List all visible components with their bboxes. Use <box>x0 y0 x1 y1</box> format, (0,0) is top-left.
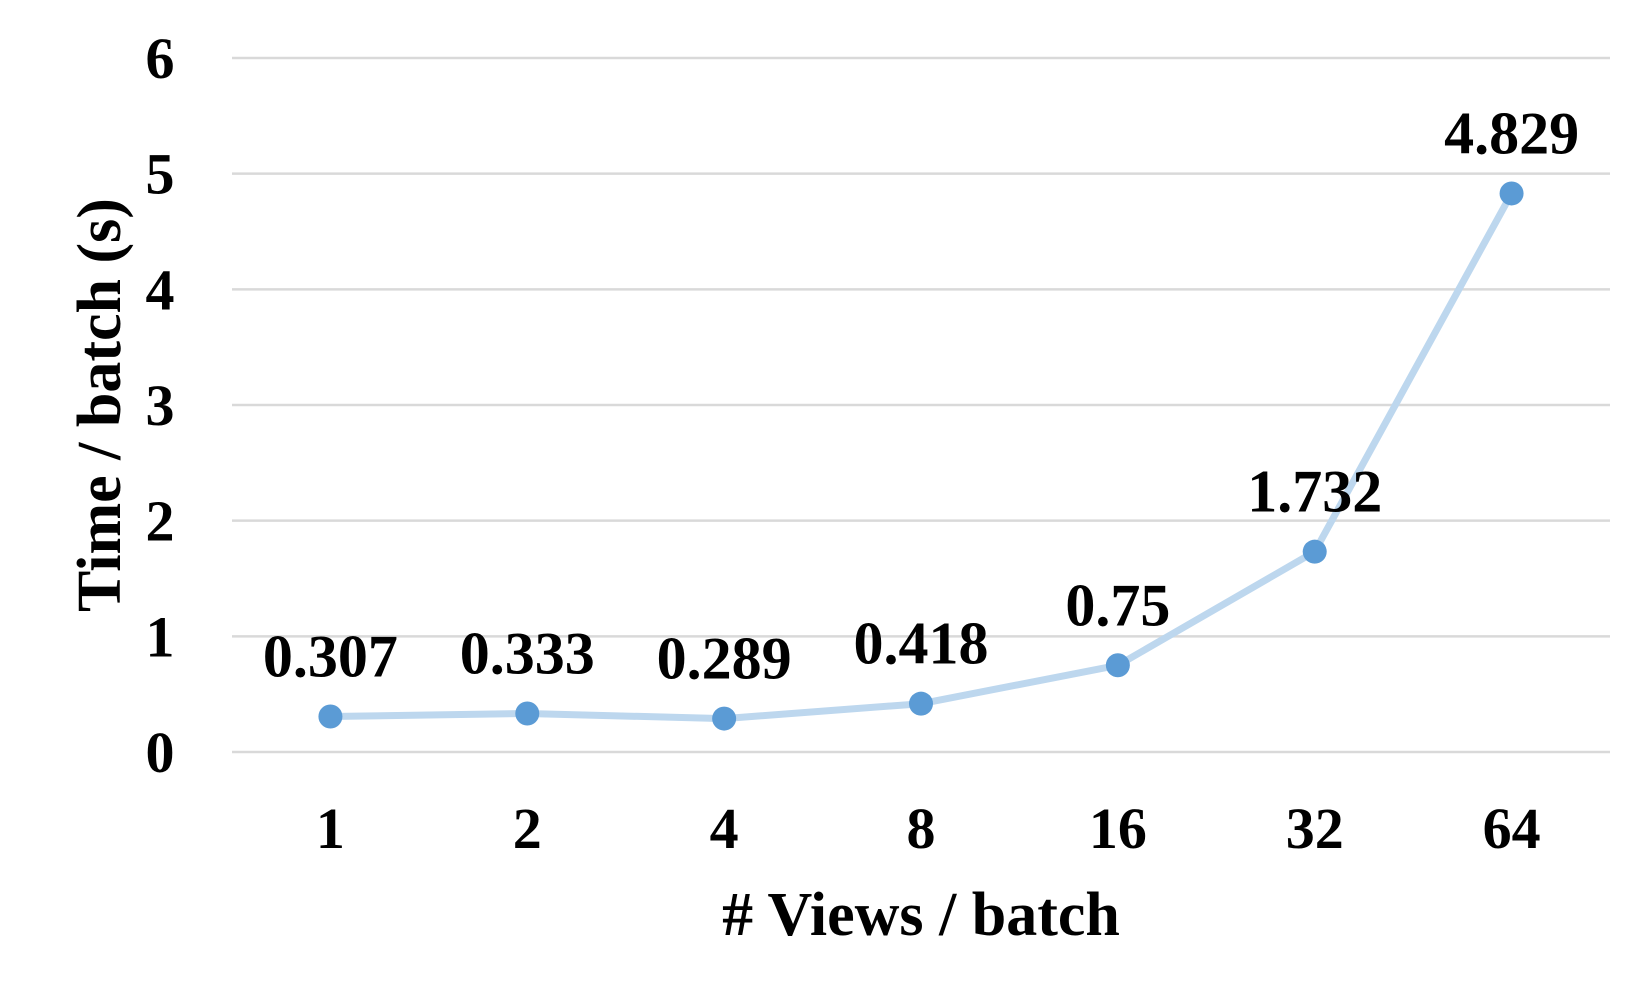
data-label: 0.75 <box>1065 572 1170 638</box>
data-points <box>318 181 1524 731</box>
data-point <box>909 691 933 716</box>
x-tick-label: 4 <box>710 796 739 861</box>
y-tick-label: 4 <box>146 257 175 322</box>
x-axis-title: # Views / batch <box>722 881 1120 949</box>
y-axis-ticks: 0 1 2 3 4 5 6 <box>146 26 175 785</box>
data-label: 0.418 <box>854 611 989 677</box>
data-point <box>1105 653 1130 678</box>
x-tick-label: 8 <box>907 796 936 861</box>
y-tick-label: 3 <box>146 373 175 438</box>
data-point <box>1302 539 1327 564</box>
data-label: 0.289 <box>657 626 792 692</box>
data-point <box>318 704 343 729</box>
data-point <box>712 706 737 731</box>
y-axis-title: Time / batch (s) <box>66 198 134 612</box>
y-tick-label: 6 <box>146 26 175 91</box>
x-tick-label: 64 <box>1483 796 1541 861</box>
data-labels: 0.307 0.333 0.289 0.418 0.75 1.732 4.829 <box>263 100 1579 691</box>
y-tick-label: 1 <box>146 604 175 669</box>
data-label: 0.307 <box>263 623 398 689</box>
data-label: 1.732 <box>1247 459 1382 525</box>
y-tick-label: 2 <box>146 489 175 554</box>
data-point <box>1499 181 1524 206</box>
y-tick-label: 5 <box>146 142 175 207</box>
data-point <box>515 701 540 726</box>
x-tick-label: 1 <box>316 796 345 861</box>
grid-lines <box>232 56 1610 754</box>
x-tick-label: 2 <box>513 796 542 861</box>
x-tick-label: 32 <box>1286 796 1344 861</box>
data-label: 4.829 <box>1444 100 1579 166</box>
x-tick-label: 16 <box>1089 796 1147 861</box>
y-tick-label: 0 <box>146 720 175 785</box>
x-axis-ticks: 1 2 4 8 16 32 64 <box>316 796 1541 861</box>
data-label: 0.333 <box>460 620 595 686</box>
